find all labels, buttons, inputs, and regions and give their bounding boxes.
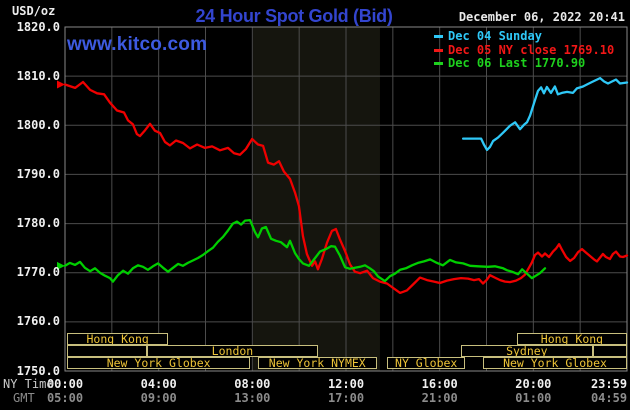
y-axis-tick-label: 1820.0 <box>16 19 60 34</box>
x-axis-tick-ny: 04:00 <box>140 377 177 391</box>
x-axis-tick-ny: 20:00 <box>515 377 552 391</box>
legend: Dec 04 Sunday Dec 05 NY close 1769.10 Dec … <box>434 30 614 71</box>
x-axis-tick-ny: 12:00 <box>327 377 365 391</box>
legend-label: Dec 04 Sunday <box>448 29 542 43</box>
session-box <box>593 345 627 357</box>
session-box-london: London <box>147 345 318 357</box>
x-axis-tick-gmt: 13:00 <box>234 391 271 405</box>
y-axis-tick-label: 1770.0 <box>16 265 60 280</box>
x-axis-tick-ny: 23:59 <box>590 377 628 391</box>
nymex-session-band <box>253 27 380 371</box>
y-axis-tick-label: 1790.0 <box>16 166 60 181</box>
legend-swatch <box>434 35 443 38</box>
gmt-axis-caption: GMT <box>13 391 35 405</box>
y-axis-tick-label: 1800.0 <box>16 117 60 132</box>
price-line-dec-05-ny-close-1769-10 <box>63 80 629 295</box>
session-box-new-york-globex: New York Globex <box>67 357 250 369</box>
legend-label: Dec 05 NY close 1769.10 <box>448 42 615 57</box>
legend-item: Dec 05 NY close 1769.10 <box>434 42 615 58</box>
x-axis-tick-gmt: 01:00 <box>515 391 552 405</box>
session-box-hong-kong: Hong Kong <box>67 333 168 345</box>
legend-item: Dec 04 Sunday <box>434 30 614 44</box>
session-label: Sydney <box>506 345 548 357</box>
x-axis-tick-ny: 08:00 <box>234 377 271 391</box>
y-axis-tick-label: 1750.0 <box>16 363 60 378</box>
chart-datetime: December 06, 2022 20:41 <box>458 10 625 24</box>
legend-swatch <box>434 62 443 65</box>
line-start-marker-dec-05-ny-close-1769-10 <box>57 80 65 89</box>
session-label: New York Globex <box>106 357 211 369</box>
session-box-hong-kong: Hong Kong <box>516 333 627 345</box>
x-axis-tick-gmt: 05:00 <box>46 391 84 405</box>
x-axis-tick-gmt: 21:00 <box>421 391 458 405</box>
price-line-dec-04-sunday <box>461 76 629 152</box>
legend-swatch <box>434 48 443 52</box>
chart-title: 24 Hour Spot Gold (Bid) <box>195 6 393 26</box>
session-box <box>67 345 147 357</box>
y-axis-units-label: USD/oz <box>12 4 56 18</box>
y-axis-tick-label: 1780.0 <box>16 216 60 231</box>
ny-time-axis-caption: NY Time <box>3 377 54 391</box>
session-box-new-york-globex: New York Globex <box>483 357 627 369</box>
x-axis-tick-gmt: 17:00 <box>327 391 365 405</box>
session-box-ny-globex: NY Globex <box>387 357 466 369</box>
x-axis-tick-gmt: 04:59 <box>590 391 628 405</box>
session-box-new-york-nymex: New York NYMEX <box>258 357 377 369</box>
legend-label: Dec 06 Last 1770.90 <box>448 56 586 70</box>
session-label: New York NYMEX <box>268 357 366 369</box>
y-axis-tick-label: 1810.0 <box>16 68 60 83</box>
line-start-marker-dec-06-last-1770-90 <box>57 261 65 270</box>
price-line-dec-06-last-1770-90 <box>63 218 547 283</box>
session-label: New York Globex <box>503 357 607 369</box>
x-axis-tick-ny: 00:00 <box>46 377 84 391</box>
session-label: Hong Kong <box>540 333 604 345</box>
y-axis-tick-label: 1760.0 <box>16 314 60 329</box>
session-box-sydney: Sydney <box>460 345 593 357</box>
session-label: Hong Kong <box>86 333 149 345</box>
plot-frame <box>64 26 628 372</box>
x-axis-tick-ny: 16:00 <box>421 377 458 391</box>
session-label: London <box>211 345 254 357</box>
session-label: NY Globex <box>395 357 458 369</box>
x-axis-tick-gmt: 09:00 <box>140 391 177 405</box>
legend-item: Dec 06 Last 1770.90 <box>434 57 614 71</box>
kitco-watermark: www.kitco.com <box>67 34 208 55</box>
